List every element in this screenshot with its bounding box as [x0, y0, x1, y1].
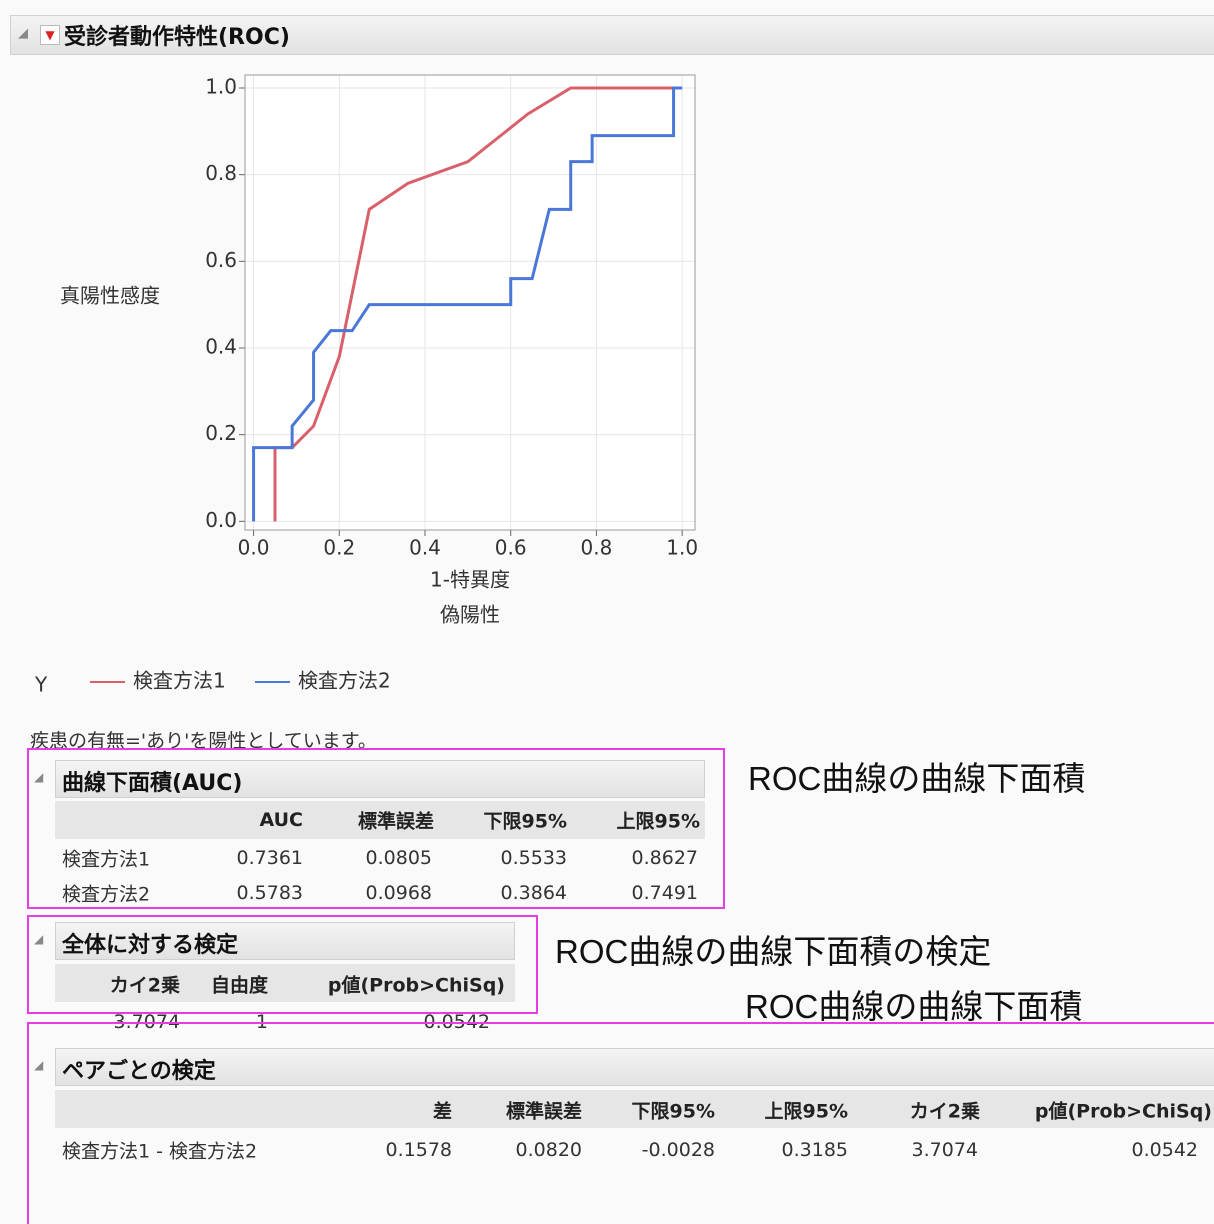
column-header: 上限95% [764, 1100, 848, 1123]
report-title: 受診者動作特性(ROC) [64, 25, 290, 50]
table-cell: 0.8627 [631, 847, 698, 869]
column-header: 下限95% [631, 1100, 715, 1123]
table-cell: 0.0968 [365, 882, 432, 904]
column-header: カイ2乗 [909, 1100, 980, 1123]
legend-title: Y [34, 673, 48, 697]
table-cell: 0.7361 [236, 847, 303, 869]
disclosure-icon: ◢ [34, 932, 44, 946]
column-header: AUC [259, 809, 304, 831]
row-label: 検査方法1 - 検査方法2 [62, 1140, 258, 1163]
column-header-bar [55, 1090, 1214, 1128]
column-header-bar [55, 964, 515, 1002]
plot-frame [244, 74, 696, 531]
section-title: ペアごとの検定 [62, 1059, 216, 1084]
x-axis-title: 1-特異度 [430, 568, 510, 592]
highlight-box [27, 1022, 1214, 1224]
x-tick-label: 0.6 [495, 536, 527, 560]
table-cell: 0.5533 [500, 847, 567, 869]
column-header: 上限95% [616, 810, 700, 833]
column-header: 自由度 [210, 974, 268, 997]
table-cell: 0.3864 [500, 882, 567, 904]
x-tick-label: 0.4 [409, 536, 441, 560]
section-title: 全体に対する検定 [62, 933, 239, 958]
annotation: ROC曲線の曲線下面積 [745, 988, 1083, 1025]
note: 疾患の有無='あり'を陽性としています。 [30, 730, 377, 752]
disclosure-icon[interactable]: ◢ [18, 26, 28, 41]
legend-label: 検査方法1 [133, 669, 226, 693]
y-tick-label: 0.6 [205, 248, 237, 272]
x-tick-label: 0.0 [238, 536, 270, 560]
y-tick-label: 0.2 [205, 421, 237, 445]
column-header-bar [55, 801, 705, 839]
roc-line [252, 86, 683, 522]
table-cell: 0.3185 [781, 1139, 848, 1161]
annotation: ROC曲線の曲線下面積の検定 [555, 933, 992, 970]
y-tick-label: 0.8 [205, 161, 237, 185]
column-header: 下限95% [483, 810, 567, 833]
table-cell: 0.0805 [365, 847, 432, 869]
x-tick-label: 0.8 [581, 536, 613, 560]
section-bar [55, 760, 705, 798]
row-label: 検査方法2 [62, 883, 151, 906]
x-tick-label: 1.0 [666, 536, 698, 560]
legend-label: 検査方法2 [298, 669, 391, 693]
y-tick-label: 1.0 [205, 75, 237, 99]
annotation: ROC曲線の曲線下面積 [748, 760, 1086, 797]
y-tick-label: 0.4 [205, 335, 237, 359]
plot-area [244, 74, 696, 531]
table-cell: 0.5783 [236, 882, 303, 904]
disclosure-icon: ◢ [34, 1058, 44, 1072]
x-tick-label: 0.2 [323, 536, 355, 560]
table-cell: -0.0028 [641, 1139, 715, 1161]
roc-chart: 0.0 0.2 0.4 0.6 0.8 1.0 0.0 0.2 0.4 0.6 0.8 1.0 検査方法… [34, 74, 698, 697]
column-header: カイ2乗 [109, 974, 180, 997]
column-header: p値(Prob>ChiSq) [1034, 1100, 1212, 1123]
column-header: 標準誤差 [357, 810, 434, 833]
highlight-box [27, 748, 725, 909]
row-label: 検査方法1 [62, 848, 151, 871]
y-axis-title: 真陽性感度 [60, 284, 160, 308]
menu-icon[interactable]: ▼ [40, 25, 60, 45]
column-header: 標準誤差 [505, 1100, 582, 1123]
disclosure-icon: ◢ [34, 770, 44, 784]
table-cell: 3.7074 [911, 1139, 978, 1161]
x-axis-title: 偽陽性 [440, 603, 500, 627]
table-cell: 0.0542 [1131, 1139, 1198, 1161]
section-bar [55, 1048, 1214, 1086]
y-tick-label: 0.0 [205, 508, 237, 532]
section-title: 曲線下面積(AUC) [62, 771, 243, 796]
column-header: 差 [432, 1100, 452, 1123]
table-cell: 0.0820 [515, 1139, 582, 1161]
column-header: p値(Prob>ChiSq) [327, 974, 505, 997]
table-cell: 0.1578 [385, 1139, 452, 1161]
table-cell: 0.7491 [631, 882, 698, 904]
section-bar [55, 922, 515, 960]
header-bar [10, 15, 1214, 55]
highlight-box [27, 915, 538, 1014]
